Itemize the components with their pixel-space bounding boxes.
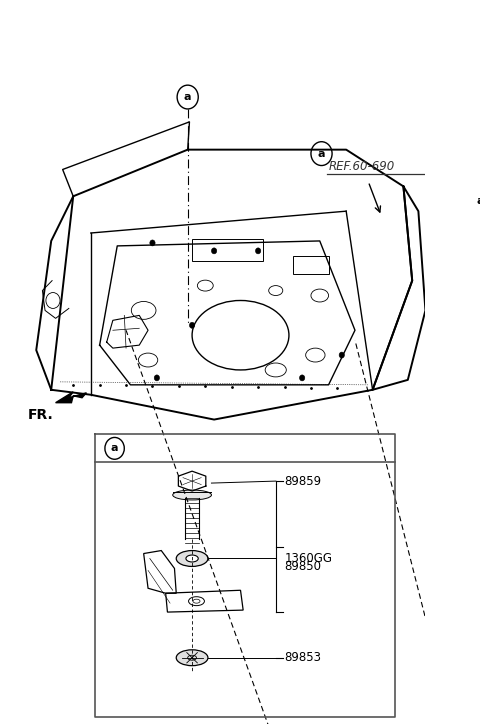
Ellipse shape <box>186 555 198 562</box>
Circle shape <box>339 352 345 358</box>
Circle shape <box>300 375 305 381</box>
Circle shape <box>190 322 195 329</box>
Text: a: a <box>184 92 192 102</box>
Text: a: a <box>476 196 480 206</box>
Polygon shape <box>56 392 86 403</box>
Circle shape <box>150 240 155 246</box>
Text: a: a <box>111 443 119 454</box>
Text: 89853: 89853 <box>285 651 322 664</box>
Ellipse shape <box>176 650 208 666</box>
Text: a: a <box>318 148 325 158</box>
Circle shape <box>255 248 261 254</box>
Ellipse shape <box>176 550 208 566</box>
Text: 1360GG: 1360GG <box>285 552 333 565</box>
Circle shape <box>212 248 217 254</box>
Text: REF.60-690: REF.60-690 <box>329 161 395 174</box>
Text: 89850: 89850 <box>285 560 322 573</box>
Text: 89859: 89859 <box>285 475 322 488</box>
Text: FR.: FR. <box>27 408 53 422</box>
Ellipse shape <box>173 490 212 500</box>
Circle shape <box>154 375 159 381</box>
